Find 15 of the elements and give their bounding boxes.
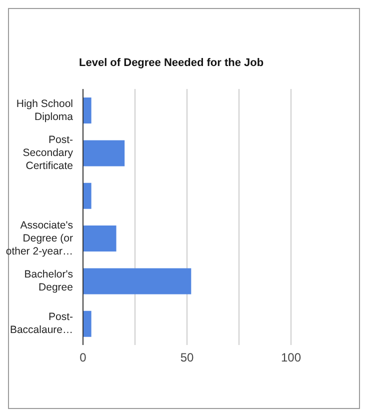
bar (83, 98, 92, 124)
bar (83, 140, 125, 166)
y-tick-label: Associate's Degree (or other 2-year… (6, 219, 74, 258)
y-tick-label: Post-Baccalaure… (10, 311, 74, 336)
x-tick-label: 100 (280, 350, 302, 365)
x-tick-label: 0 (80, 350, 87, 365)
bar (83, 182, 92, 209)
y-tick-label: High School Diploma (16, 98, 74, 123)
bar (83, 226, 116, 252)
x-tick-label: 50 (180, 350, 194, 365)
bar (83, 310, 92, 337)
y-tick-label: Bachelor's Degree (24, 268, 74, 294)
bar (83, 268, 192, 294)
y-tick-label: Post-Secondary Certificate (22, 134, 74, 172)
chart-title: Level of Degree Needed for the Job (79, 57, 264, 69)
